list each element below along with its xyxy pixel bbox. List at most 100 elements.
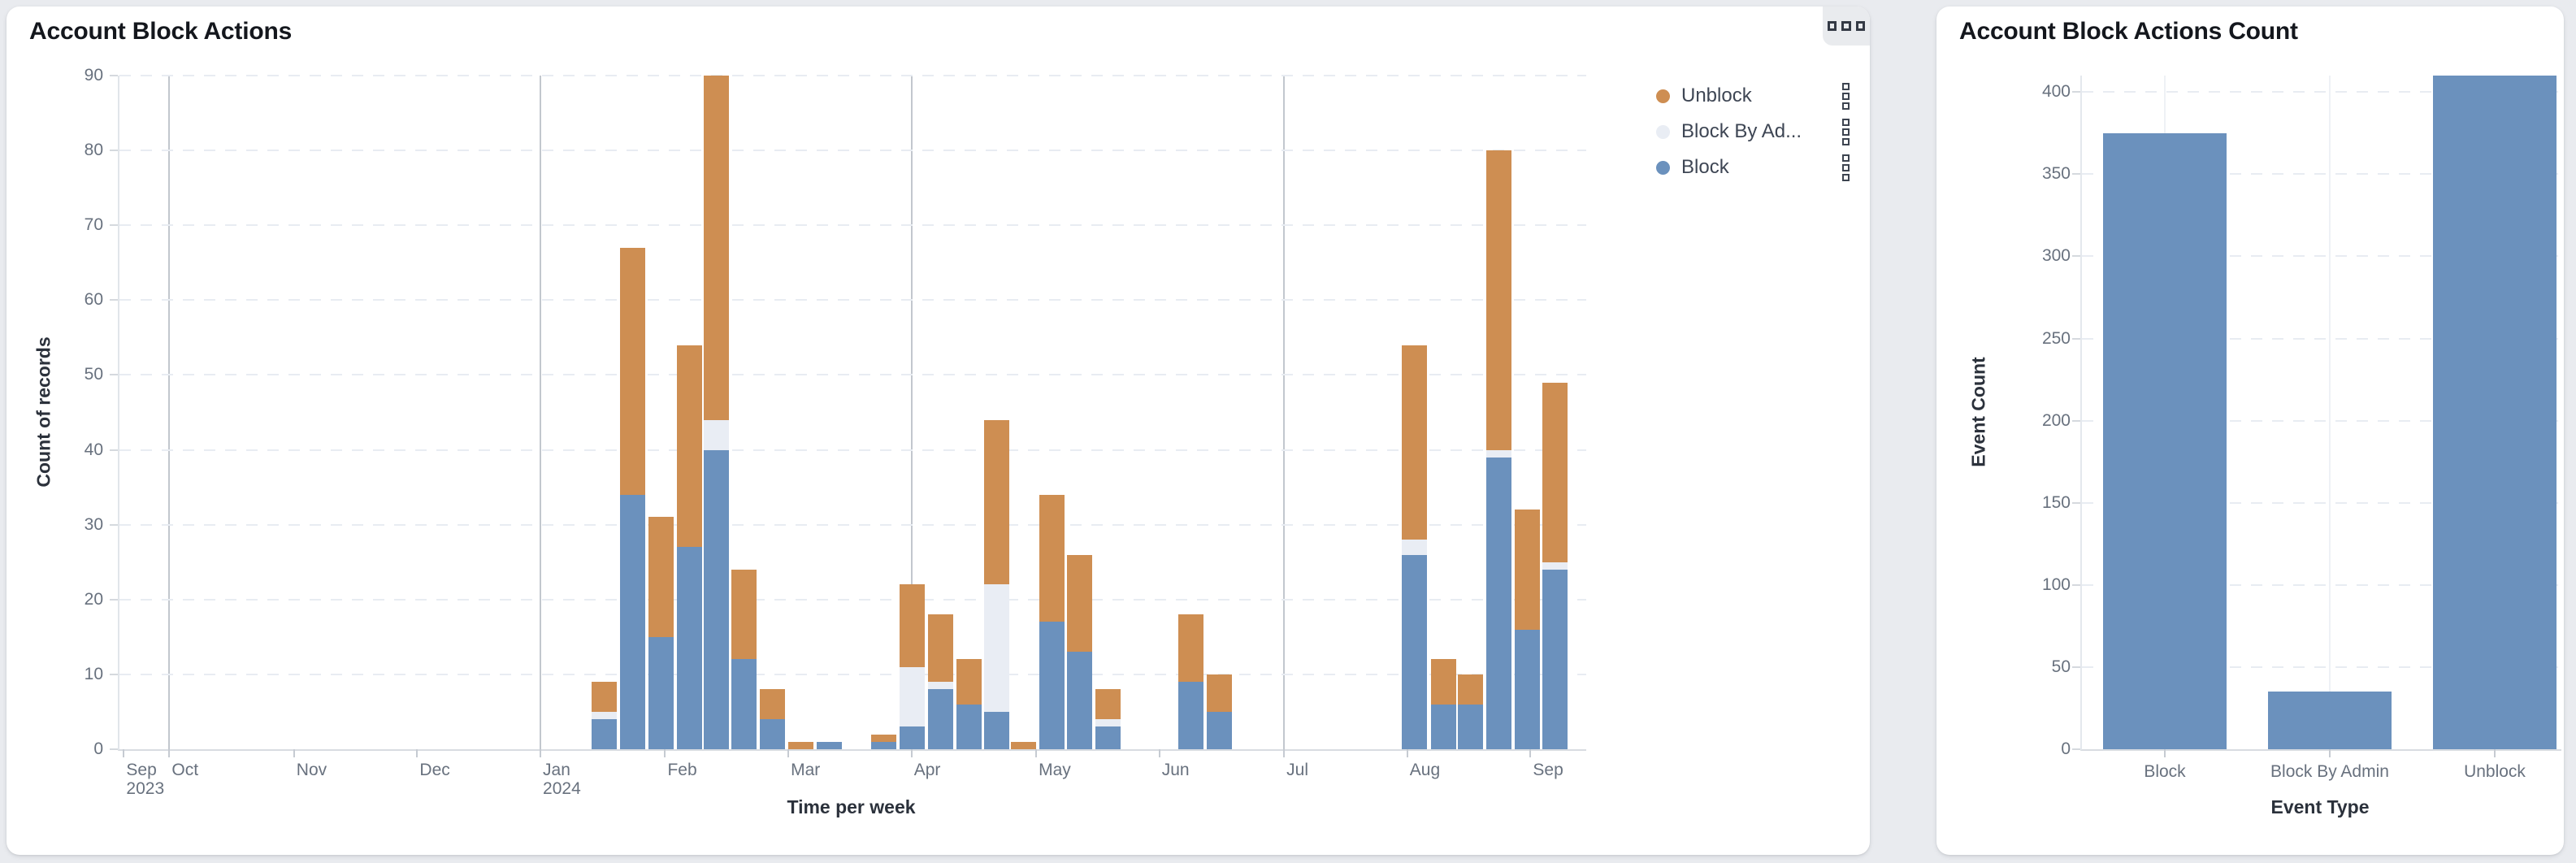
y-tick xyxy=(2072,337,2080,340)
segment-unblock xyxy=(648,517,674,637)
bar-week-1[interactable] xyxy=(620,76,646,749)
bar-week-5[interactable] xyxy=(731,76,757,749)
kebab-square xyxy=(1842,82,1850,90)
bar-week-3[interactable] xyxy=(676,76,702,749)
bar-week-19[interactable] xyxy=(1206,76,1232,749)
segment-unblock xyxy=(1039,494,1065,622)
y-tick xyxy=(2072,255,2080,258)
x-tick-label: Sep 2023 xyxy=(126,761,165,798)
y-tick xyxy=(2072,748,2080,750)
bar-week-18[interactable] xyxy=(1178,76,1204,749)
segment-block xyxy=(900,726,926,749)
legend-menu-icon[interactable] xyxy=(1841,153,1851,183)
segment-block-by-admin xyxy=(1542,562,1568,570)
segment-block xyxy=(1430,704,1456,749)
segment-block-by-admin xyxy=(900,666,926,727)
gridline xyxy=(2082,666,2561,668)
bar-week-22[interactable] xyxy=(1458,76,1484,749)
legend-menu-icon[interactable] xyxy=(1841,81,1851,111)
segment-block-by-admin xyxy=(1486,449,1512,458)
kebab-square xyxy=(1842,154,1850,162)
gridline xyxy=(2082,419,2561,422)
segment-block xyxy=(983,711,1009,749)
segment-block xyxy=(1458,704,1484,749)
segment-block xyxy=(1206,711,1232,749)
x-tick-label: Block xyxy=(2144,762,2186,781)
bar-week-15[interactable] xyxy=(1039,76,1065,749)
segment-block xyxy=(620,494,646,749)
bar-week-0[interactable] xyxy=(592,76,618,749)
x-tick-label: Jan 2024 xyxy=(543,761,581,798)
segment-unblock xyxy=(676,345,702,548)
bar-week-9[interactable] xyxy=(870,76,896,749)
x-tick xyxy=(540,749,542,757)
bar-week-20[interactable] xyxy=(1402,76,1428,749)
y-tick xyxy=(110,598,118,601)
segment-unblock xyxy=(956,659,982,705)
bar-week-2[interactable] xyxy=(648,76,674,749)
bar-week-21[interactable] xyxy=(1430,76,1456,749)
segment-block-by-admin xyxy=(1095,719,1121,727)
quarter-gridline xyxy=(540,76,542,749)
segment-block xyxy=(1067,652,1093,749)
segment-block xyxy=(1402,554,1428,749)
x-tick-label: May xyxy=(1039,761,1071,779)
bar-week-17[interactable] xyxy=(1095,76,1121,749)
y-tick-label: 10 xyxy=(84,664,103,683)
bar-week-6[interactable] xyxy=(760,76,786,749)
y-tick-label: 60 xyxy=(84,290,103,310)
bar-week-7[interactable] xyxy=(788,76,814,749)
y-tick-label: 40 xyxy=(84,440,103,459)
y-tick xyxy=(2072,419,2080,422)
quarter-gridline xyxy=(168,76,171,749)
panel-menu-button[interactable] xyxy=(1823,7,1870,46)
x-tick xyxy=(1406,749,1408,757)
segment-unblock xyxy=(1178,614,1204,683)
bar-unblock[interactable] xyxy=(2433,76,2556,749)
legend-item-block-by-ad[interactable]: Block By Ad... xyxy=(1656,114,1851,150)
segment-block xyxy=(1039,622,1065,749)
x-tick-label: Aug xyxy=(1409,761,1441,779)
bar-block[interactable] xyxy=(2103,132,2227,749)
segment-unblock xyxy=(1402,345,1428,540)
bar-week-4[interactable] xyxy=(704,76,730,749)
legend-menu-icon[interactable] xyxy=(1841,117,1851,147)
y-axis-title-count-of-records: Count of records xyxy=(33,336,54,488)
x-axis-title-time-per-week: Time per week xyxy=(787,796,916,817)
bar-week-11[interactable] xyxy=(927,76,953,749)
gridline xyxy=(119,374,1586,376)
segment-unblock xyxy=(983,419,1009,585)
y-tick-label: 50 xyxy=(2051,657,2071,676)
bar-week-10[interactable] xyxy=(900,76,926,749)
x-tick xyxy=(910,749,913,757)
y-tick xyxy=(2072,501,2080,504)
x-tick-label: Dec xyxy=(419,761,450,779)
legend-item-unblock[interactable]: Unblock xyxy=(1656,78,1851,114)
x-tick xyxy=(168,749,171,757)
y-tick-label: 30 xyxy=(84,514,103,534)
bar-week-23[interactable] xyxy=(1486,76,1512,749)
panel-account-block-actions-count: Account Block Actions Count 0 50 100 150 200… xyxy=(1936,7,2564,855)
panel-account-block-actions: Account Block Actions 0 10 20 30 40 50 60 70 80 9… xyxy=(7,7,1870,855)
bar-week-13[interactable] xyxy=(983,76,1009,749)
bar-week-25[interactable] xyxy=(1542,76,1568,749)
gridline xyxy=(2082,337,2561,340)
y-tick-label: 250 xyxy=(2041,328,2071,348)
y-tick xyxy=(110,224,118,227)
segment-unblock xyxy=(1458,674,1484,705)
bar-week-8[interactable] xyxy=(816,76,842,749)
segment-block xyxy=(927,689,953,749)
bar-week-14[interactable] xyxy=(1011,76,1037,749)
y-tick xyxy=(110,748,118,750)
x-tick-label: Unblock xyxy=(2464,762,2526,781)
bar-week-24[interactable] xyxy=(1514,76,1540,749)
segment-unblock xyxy=(1486,150,1512,450)
bar-block-by-admin[interactable] xyxy=(2268,692,2392,749)
y-tick xyxy=(110,523,118,526)
bar-week-12[interactable] xyxy=(956,76,982,749)
x-tick-label: Jul xyxy=(1286,761,1309,779)
bar-week-16[interactable] xyxy=(1067,76,1093,749)
segment-block xyxy=(676,547,702,749)
legend-item-block[interactable]: Block xyxy=(1656,150,1851,185)
gridline xyxy=(119,598,1586,601)
